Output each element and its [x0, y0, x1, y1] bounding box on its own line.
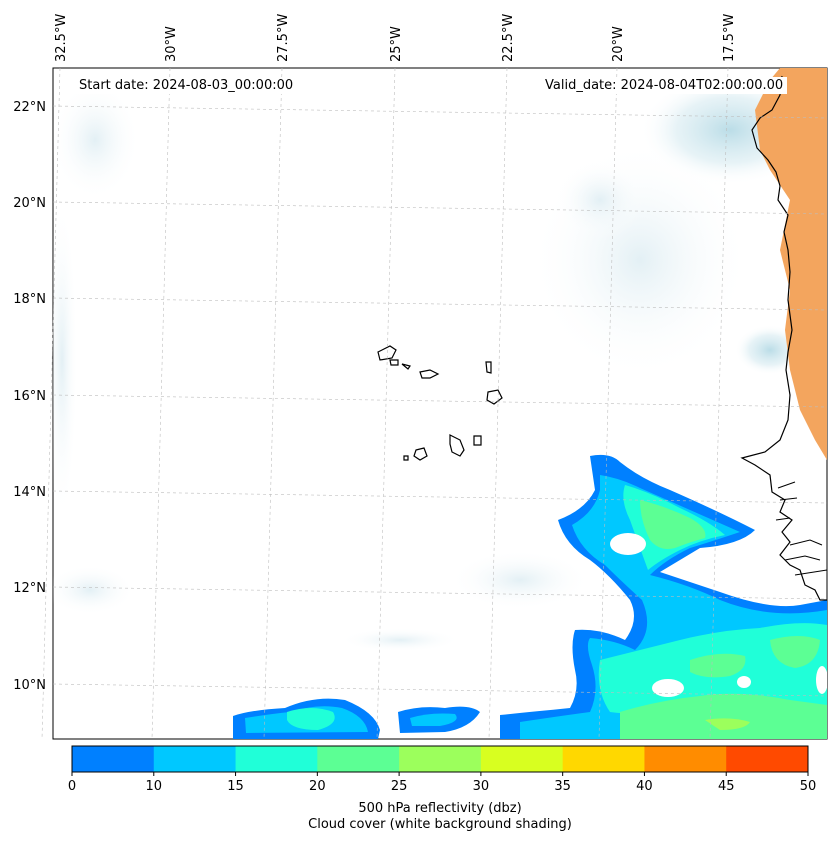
lat-label: 12°N [13, 581, 46, 596]
colorbar-segment [317, 746, 400, 772]
colorbar-sublabel: Cloud cover (white background shading) [308, 817, 572, 832]
colorbar-segment [480, 746, 564, 772]
colorbar-caption: 500 hPa reflectivity (dbz) Cloud cover (… [72, 801, 808, 833]
colorbar-segment [153, 746, 237, 772]
colorbar-tick-label: 30 [473, 779, 490, 794]
colorbar-tick-label: 45 [718, 779, 735, 794]
colorbar-ticks: 0 10 15 20 25 30 35 40 45 50 [68, 772, 816, 794]
lon-label: 32.5°W [54, 14, 69, 62]
lon-label: 25°W [389, 26, 404, 62]
coastline-africa [740, 75, 827, 601]
colorbar-tick-label: 40 [636, 779, 653, 794]
colorbar-tick-label: 35 [554, 779, 571, 794]
colorbar-segment [72, 746, 155, 772]
colorbar-label: 500 hPa reflectivity (dbz) [358, 801, 522, 816]
lat-label: 10°N [13, 678, 46, 693]
lon-label: 20°W [611, 26, 626, 62]
lon-label: 27.5°W [276, 14, 291, 62]
colorbar-tick-label: 25 [391, 779, 408, 794]
latitude-labels: 22°N 20°N 18°N 16°N 14°N 12°N 10°N [13, 100, 46, 693]
colorbar-tick-label: 20 [309, 779, 326, 794]
graticule [41, 67, 828, 740]
lat-label: 22°N [13, 100, 46, 115]
valid-date-label: Valid_date: 2024-08-04T02:00:00.00 [541, 77, 788, 94]
colorbar-segment [399, 746, 482, 772]
lon-label: 30°W [164, 26, 179, 62]
coastline-detail [775, 481, 827, 576]
lat-label: 18°N [13, 292, 46, 307]
colorbar-tick-label: 10 [146, 779, 163, 794]
lat-label: 14°N [13, 485, 46, 500]
colorbar-segment [644, 746, 727, 772]
colorbar-segment [235, 746, 318, 772]
colorbar-tick-label: 0 [68, 779, 76, 794]
reflectivity-main [500, 454, 827, 739]
reflectivity-west [233, 698, 480, 739]
lat-label: 16°N [13, 389, 46, 404]
lat-label: 20°N [13, 196, 46, 211]
colorbar-segment [726, 746, 809, 772]
start-date-label: Start date: 2024-08-03_00:00:00 [75, 77, 298, 94]
lon-label: 22.5°W [501, 14, 516, 62]
longitude-labels: 32.5°W 30°W 27.5°W 25°W 22.5°W 20°W 17.5°W [54, 14, 737, 62]
lon-label: 17.5°W [722, 14, 737, 62]
land-heat-shading [755, 68, 827, 460]
colorbar-segment [562, 746, 645, 772]
colorbar-tick-label: 50 [800, 779, 817, 794]
colorbar [71, 745, 809, 773]
colorbar-tick-label: 15 [227, 779, 244, 794]
